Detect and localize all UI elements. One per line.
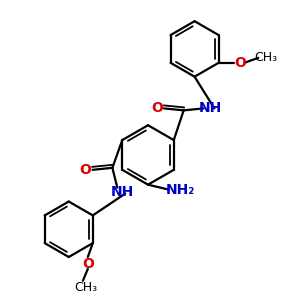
Text: O: O — [82, 257, 94, 271]
Text: NH₂: NH₂ — [166, 183, 195, 196]
Text: O: O — [151, 101, 163, 116]
Text: O: O — [235, 56, 246, 70]
Text: NH: NH — [111, 184, 134, 199]
Text: CH₃: CH₃ — [74, 281, 98, 294]
Text: NH: NH — [199, 101, 222, 116]
Text: CH₃: CH₃ — [255, 51, 278, 64]
Text: O: O — [80, 163, 92, 177]
